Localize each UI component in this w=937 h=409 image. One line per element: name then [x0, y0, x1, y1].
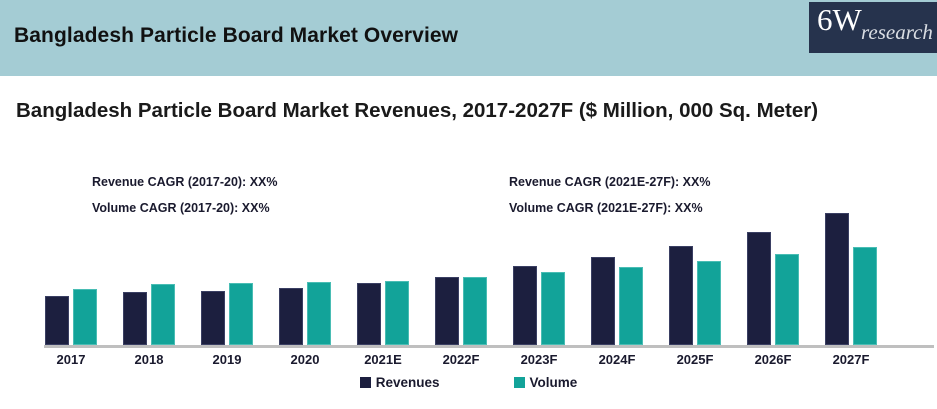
bar-revenues-2026F	[747, 232, 771, 345]
bar-volume-2025F	[697, 261, 721, 345]
x-tick-label-2027F: 2027F	[832, 352, 870, 367]
legend-swatch-revenues-icon	[359, 377, 371, 388]
bar-volume-2017	[73, 289, 97, 345]
bar-volume-2018	[151, 284, 175, 345]
x-tick-label-2026F: 2026F	[754, 352, 792, 367]
chart-title: Bangladesh Particle Board Market Revenue…	[16, 99, 819, 122]
bar-volume-2021E	[385, 281, 409, 345]
bar-revenues-2019	[201, 291, 225, 345]
x-tick-label-2017: 2017	[56, 352, 86, 367]
bar-revenues-2024F	[591, 257, 615, 345]
x-tick-label-2024F: 2024F	[598, 352, 636, 367]
bar-volume-2023F	[541, 272, 565, 345]
bar-revenues-2021E	[357, 283, 381, 345]
bar-revenues-2027F	[825, 213, 849, 345]
chart-legend: Revenues Volume	[0, 375, 937, 390]
legend-label-volume: Volume	[529, 375, 578, 390]
page-title: Bangladesh Particle Board Market Overvie…	[14, 24, 459, 47]
x-tick-label-2023F: 2023F	[520, 352, 558, 367]
bar-revenues-2022F	[435, 277, 459, 345]
bar-revenues-2018	[123, 292, 147, 345]
bar-revenues-2023F	[513, 266, 537, 345]
bar-revenues-2020	[279, 288, 303, 345]
annotation-revenue-cagr-forecast: Revenue CAGR (2021E-27F): XX%	[509, 175, 711, 189]
x-tick-label-2019: 2019	[212, 352, 242, 367]
logo-mark-text: 6W	[817, 2, 862, 37]
x-tick-label-2025F: 2025F	[676, 352, 714, 367]
annotation-revenue-cagr-historic: Revenue CAGR (2017-20): XX%	[92, 175, 278, 189]
x-tick-label-2021E: 2021E	[364, 352, 402, 367]
brand-logo: 6W research	[809, 2, 937, 53]
bar-volume-2019	[229, 283, 253, 345]
annotation-volume-cagr-historic: Volume CAGR (2017-20): XX%	[92, 201, 270, 215]
legend-label-revenues: Revenues	[375, 375, 440, 390]
bar-revenues-2025F	[669, 246, 693, 345]
bar-volume-2020	[307, 282, 331, 345]
legend-swatch-volume-icon	[513, 377, 525, 388]
annotation-volume-cagr-forecast: Volume CAGR (2021E-27F): XX%	[509, 201, 703, 215]
legend-item-revenues[interactable]: Revenues	[359, 375, 440, 390]
header-band: Bangladesh Particle Board Market Overvie…	[0, 0, 937, 76]
x-tick-label-2018: 2018	[134, 352, 164, 367]
bar-volume-2026F	[775, 254, 799, 345]
bar-revenues-2017	[45, 296, 69, 345]
x-tick-label-2020: 2020	[290, 352, 320, 367]
x-axis-line	[44, 345, 934, 348]
x-tick-label-2022F: 2022F	[442, 352, 480, 367]
bar-volume-2024F	[619, 267, 643, 345]
logo-wordmark-text: research	[861, 20, 933, 44]
legend-item-volume[interactable]: Volume	[513, 375, 578, 390]
bar-volume-2027F	[853, 247, 877, 345]
bar-volume-2022F	[463, 277, 487, 345]
